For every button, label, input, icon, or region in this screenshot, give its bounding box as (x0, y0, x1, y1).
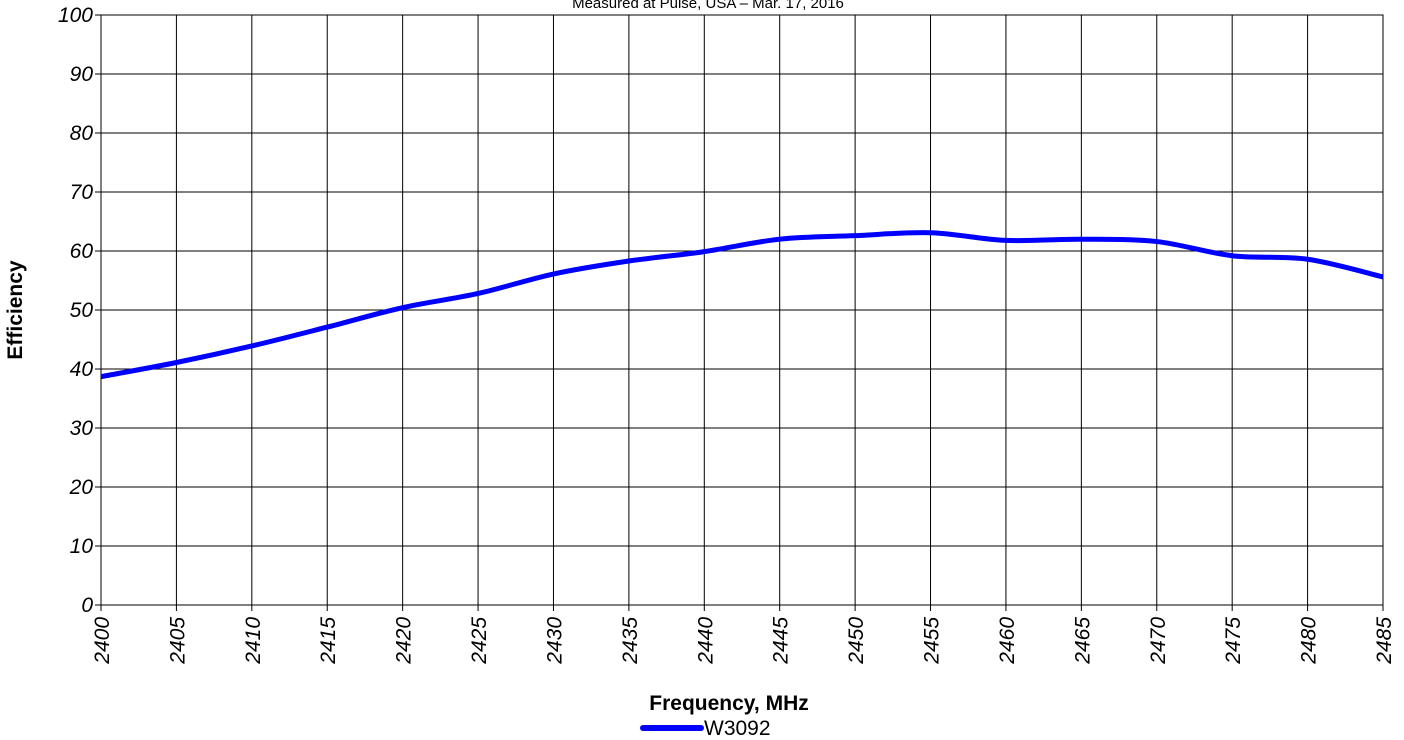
x-tick-label: 2480 (1298, 617, 1321, 665)
legend-label-w3092: W3092 (704, 717, 771, 740)
x-tick-label: 2405 (166, 617, 189, 665)
x-tick-label: 2455 (921, 617, 944, 665)
x-tick-label: 2410 (242, 617, 265, 665)
y-tick-label: 80 (70, 122, 94, 145)
y-tick-label: 70 (70, 181, 94, 204)
x-tick-label: 2465 (1071, 617, 1094, 665)
x-tick-label: 2485 (1373, 617, 1396, 665)
x-tick-label: 2425 (468, 617, 491, 665)
chart-subtitle: Measured at Pulse, USA – Mar. 17, 2016 (572, 0, 844, 12)
x-tick-label: 2470 (1147, 617, 1170, 665)
y-tick-label: 0 (81, 594, 93, 617)
y-tick-label: 90 (70, 63, 94, 86)
x-tick-label: 2460 (996, 617, 1019, 665)
y-tick-label: 100 (58, 4, 93, 27)
y-tick-label: 60 (70, 240, 94, 263)
y-tick-label: 10 (70, 535, 94, 558)
x-tick-label: 2440 (694, 617, 717, 665)
x-tick-label: 2420 (393, 617, 416, 665)
series-line-w3092 (100, 230, 1384, 380)
grid-lines (100, 14, 1384, 606)
x-axis-label: Frequency, MHz (649, 692, 808, 715)
x-tick-label: 2400 (91, 617, 114, 665)
x-tick-label: 2450 (845, 617, 868, 665)
y-tick-label: 50 (70, 299, 94, 322)
x-tick-label: 2430 (543, 617, 566, 665)
series-layer (100, 230, 1384, 380)
y-axis-label: Efficiency (4, 260, 27, 360)
y-tick-label: 30 (70, 417, 94, 440)
x-tick-label: 2435 (619, 617, 642, 665)
y-tick-label: 20 (69, 476, 94, 499)
x-tick-label: 2475 (1222, 617, 1245, 665)
x-tick-label: 2445 (770, 617, 793, 665)
x-tick-label: 2415 (317, 617, 340, 665)
y-axis-ticks: 0 10 20 30 40 50 60 70 80 90 100 (58, 4, 101, 617)
x-axis-ticks: 2400 2405 2410 2415 2420 2425 2430 2435 2440 2445… (91, 605, 1396, 665)
y-tick-label: 40 (70, 358, 94, 381)
legend: W3092 (640, 717, 771, 740)
